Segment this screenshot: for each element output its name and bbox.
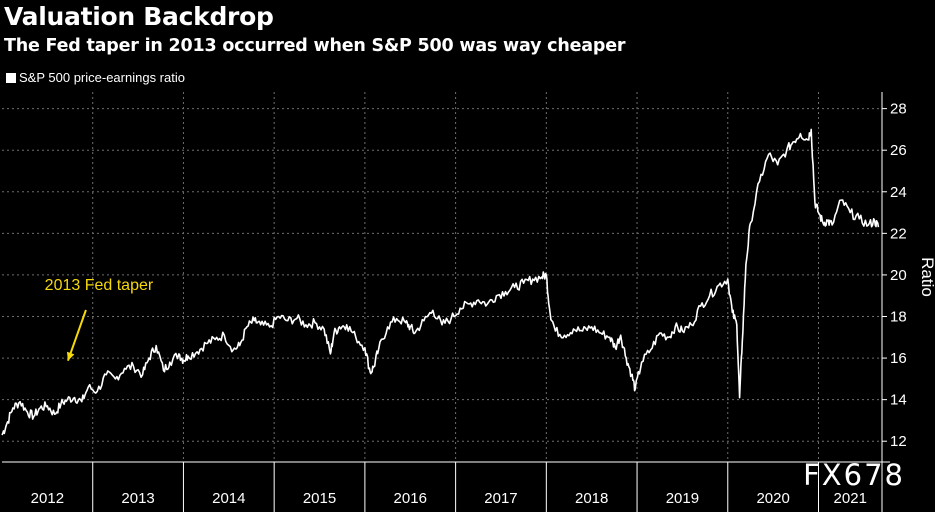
x-tick-label: 2014 bbox=[212, 490, 245, 507]
series-line bbox=[1, 128, 880, 436]
y-tick-label: 18 bbox=[890, 308, 907, 325]
y-axis-label: Ratio bbox=[918, 257, 935, 297]
y-tick-label: 14 bbox=[890, 392, 907, 409]
y-tick-label: 24 bbox=[890, 184, 907, 201]
x-tick-label: 2020 bbox=[756, 490, 789, 507]
series-layer bbox=[1, 128, 880, 436]
x-tick-label: 2021 bbox=[834, 490, 867, 507]
x-tick-label: 2019 bbox=[666, 490, 699, 507]
chart-subtitle: The Fed taper in 2013 occurred when S&P … bbox=[4, 36, 626, 56]
annotation-arrow bbox=[66, 309, 87, 362]
y-tick-label: 22 bbox=[890, 225, 907, 242]
legend-swatch bbox=[6, 72, 16, 83]
legend: S&P 500 price-earnings ratio bbox=[6, 70, 185, 85]
annotation-layer: 2013 Fed taper bbox=[45, 277, 154, 362]
y-tick-label: 26 bbox=[890, 142, 907, 159]
x-tick-label: 2017 bbox=[484, 490, 517, 507]
x-tick-label: 2015 bbox=[303, 490, 336, 507]
annotation-arrowhead bbox=[66, 351, 75, 361]
watermark: FX678 bbox=[803, 458, 905, 492]
y-tick-label: 12 bbox=[890, 433, 907, 450]
legend-label: S&P 500 price-earnings ratio bbox=[19, 70, 185, 85]
chart-title: Valuation Backdrop bbox=[4, 2, 274, 31]
y-tick-label: 20 bbox=[890, 267, 907, 284]
x-tick-label: 2018 bbox=[575, 490, 608, 507]
x-tick-label: 2016 bbox=[394, 490, 427, 507]
annotation-label: 2013 Fed taper bbox=[45, 277, 154, 294]
x-tick-label: 2012 bbox=[31, 490, 64, 507]
x-tick-label: 2013 bbox=[121, 490, 154, 507]
y-tick-label: 28 bbox=[890, 101, 907, 118]
axes: 12 14 16 18 20 22 24 26 28 2012 2013 2014 2015 2016 20… bbox=[2, 92, 935, 512]
y-tick-label: 16 bbox=[890, 350, 907, 367]
